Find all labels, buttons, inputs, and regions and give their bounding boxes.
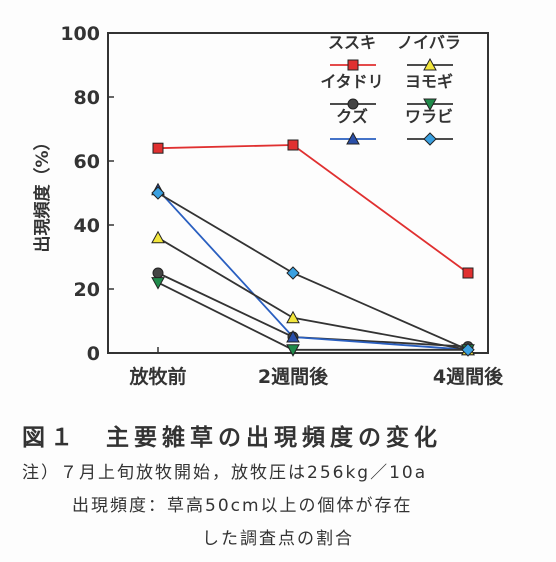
series-markers-ススキ bbox=[152, 139, 474, 279]
data-point bbox=[152, 267, 164, 279]
data-point bbox=[151, 230, 165, 244]
plot-frame bbox=[107, 32, 489, 354]
data-point bbox=[287, 139, 299, 151]
legend-label: クズ bbox=[336, 107, 368, 126]
legend-item: ノイバラ bbox=[397, 33, 461, 71]
series-ススキ bbox=[157, 144, 469, 274]
legend-item: ヨモギ bbox=[405, 72, 453, 112]
data-point bbox=[286, 266, 300, 280]
y-tick-label: 80 bbox=[74, 87, 100, 109]
series-ヨモギ bbox=[157, 281, 468, 351]
y-tick-label: 0 bbox=[87, 343, 100, 365]
data-point bbox=[286, 310, 300, 324]
series-クズ bbox=[157, 189, 469, 351]
data-point bbox=[286, 344, 300, 357]
y-tick-label: 20 bbox=[74, 279, 100, 301]
legend-label: ワラビ bbox=[405, 107, 453, 126]
y-tick-label: 100 bbox=[60, 23, 100, 45]
legend-label: ヨモギ bbox=[405, 72, 453, 91]
legend-item: クズ bbox=[330, 107, 376, 145]
series-layer bbox=[151, 139, 475, 357]
series-line bbox=[157, 144, 469, 274]
data-point bbox=[462, 267, 474, 279]
x-tick-label: 放牧前 bbox=[128, 365, 186, 388]
series-markers-クズ bbox=[151, 182, 475, 356]
series-markers-ワラビ bbox=[151, 186, 475, 357]
legend-item: イタドリ bbox=[320, 72, 384, 110]
legend-item: ワラビ bbox=[405, 107, 453, 146]
series-イタドリ bbox=[157, 272, 469, 348]
data-point bbox=[346, 131, 360, 145]
data-point bbox=[423, 132, 437, 146]
data-point bbox=[461, 343, 475, 357]
legend-label: ノイバラ bbox=[397, 33, 461, 52]
y-axis-label: 出現頻度（%） bbox=[32, 133, 53, 252]
y-axis: 0 20 40 60 80 100 bbox=[60, 23, 114, 365]
series-line bbox=[157, 189, 469, 351]
figure-note-3: した調査点の割合 bbox=[202, 529, 354, 549]
data-point bbox=[423, 57, 437, 71]
figure-title: 図１ 主要雑草の出現頻度の変化 bbox=[22, 425, 442, 451]
x-axis: 放牧前 2週間後 4週間後 bbox=[128, 347, 504, 388]
legend-label: イタドリ bbox=[320, 72, 383, 91]
data-point bbox=[151, 277, 165, 290]
series-line bbox=[157, 281, 468, 351]
data-point bbox=[286, 329, 300, 343]
data-point bbox=[347, 59, 359, 71]
series-ワラビ bbox=[157, 192, 469, 351]
figure-note-1: 注）７月上旬放牧開始，放牧圧は256kg／10a bbox=[22, 463, 428, 483]
series-line bbox=[157, 272, 469, 348]
x-tick-label: 4週間後 bbox=[433, 365, 504, 388]
data-point bbox=[151, 186, 165, 200]
x-tick-label: 2週間後 bbox=[258, 365, 329, 388]
chart: 0 20 40 60 80 100 放牧前 2週間後 4週間後 出現頻度（%） ススキ ノイバラ… bbox=[32, 23, 504, 388]
series-line bbox=[157, 192, 469, 351]
figure-note-2: 出現頻度：草高50cm以上の個体が存在 bbox=[72, 496, 413, 516]
y-tick-label: 60 bbox=[74, 151, 100, 173]
series-ノイバラ bbox=[157, 237, 469, 351]
data-point bbox=[423, 98, 437, 112]
legend-item: ススキ bbox=[328, 33, 376, 71]
data-point bbox=[152, 142, 164, 154]
y-tick-label: 40 bbox=[74, 215, 100, 237]
legend-label: ススキ bbox=[328, 33, 376, 52]
data-point bbox=[347, 98, 359, 110]
series-line bbox=[157, 237, 469, 351]
